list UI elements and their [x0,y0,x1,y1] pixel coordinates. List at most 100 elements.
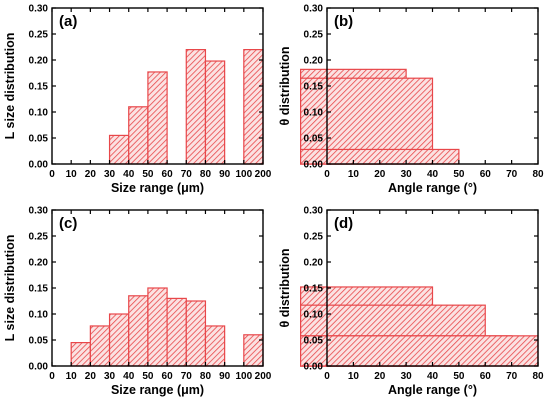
x-tick-label: 0 [49,169,55,180]
x-tick-label: 40 [427,169,439,180]
panel-label: (c) [59,215,77,232]
y-tick-label: 0.15 [29,284,49,295]
chart-panel: 0 10 20 30 40 50 60 70 80 90 100 200 0.00 0.05 0.10 0.1… [3,4,272,196]
y-tick-label: 0.20 [304,258,324,269]
x-tick-label: 70 [506,371,518,382]
chart-panel: 0 10 20 30 40 50 60 70 80 0.00 0.05 0.10 0.15 0.20 0.2… [278,206,544,398]
y-tick-label: 0.00 [29,362,49,373]
x-tick-label: 40 [123,169,135,180]
y-axis-title: θ distribution [278,47,292,126]
bar [243,48,264,165]
x-tick-label: 10 [66,371,78,382]
x-tick-label: 50 [142,371,154,382]
y-tick-label: 0.30 [304,206,324,217]
y-tick-label: 0.10 [304,310,324,321]
x-tick-label: 80 [200,169,212,180]
x-tick-label: 70 [181,169,193,180]
x-tick-label: 50 [453,371,465,382]
y-tick-label: 0.10 [29,310,49,321]
panel-label: (b) [334,13,353,30]
x-tick-label: 100 [235,169,252,180]
x-tick-label: 30 [401,371,413,382]
x-tick-label: 0 [49,371,55,382]
bar [108,313,130,367]
bar [166,297,187,367]
x-tick-label: 20 [374,371,386,382]
x-tick-label: 60 [480,169,492,180]
x-tick-label: 70 [181,371,193,382]
x-tick-label: 40 [123,371,135,382]
x-tick-label: 90 [219,371,231,382]
y-tick-label: 0.25 [29,30,49,41]
bar [89,325,111,367]
y-tick-label: 0.30 [304,4,324,15]
y-tick-label: 0.00 [304,362,324,373]
x-tick-label: 10 [348,169,360,180]
x-tick-label: 80 [200,371,212,382]
x-tick-label: 70 [506,169,518,180]
x-tick-label: 90 [219,169,231,180]
y-tick-label: 0.20 [29,258,49,269]
y-axis-title: L size distribution [3,235,17,342]
bar [147,287,168,367]
x-tick-label: 30 [104,169,116,180]
x-tick-label: 20 [374,169,386,180]
bar [70,342,91,367]
y-tick-label: 0.15 [304,82,324,93]
y-axis-title: L size distribution [3,33,17,140]
y-tick-label: 0.30 [29,206,49,217]
y-tick-label: 0.05 [29,134,49,145]
x-tick-label: 50 [142,169,154,180]
chart-panel: 0 10 20 30 40 50 60 70 80 90 100 200 0.00 0.05 0.10 0.1… [3,206,272,398]
x-tick-label: 60 [480,371,492,382]
y-tick-label: 0.15 [29,82,49,93]
y-tick-label: 0.25 [304,30,324,41]
x-tick-label: 20 [85,169,97,180]
x-axis-title: Size range (μm) [111,383,204,397]
bar [128,106,149,165]
x-tick-label: 0 [324,371,330,382]
x-tick-label: 60 [162,371,174,382]
x-tick-label: 80 [532,169,544,180]
y-tick-label: 0.00 [304,160,324,171]
x-tick-label: 50 [453,169,465,180]
y-tick-label: 0.05 [304,336,324,347]
panel-label: (a) [59,13,77,30]
y-tick-label: 0.10 [304,108,324,119]
bar [204,60,226,165]
y-axis-title: θ distribution [278,249,292,328]
y-tick-label: 0.25 [29,232,49,243]
bar [185,48,207,165]
x-tick-label: 30 [401,169,413,180]
x-tick-label: 20 [85,371,97,382]
y-tick-label: 0.05 [304,134,324,145]
x-axis-title: Size range (μm) [111,181,204,195]
x-tick-label: 10 [348,371,360,382]
x-tick-label: 40 [427,371,439,382]
x-tick-label: 80 [532,371,544,382]
x-tick-label: 10 [66,169,78,180]
x-tick-label: 0 [324,169,330,180]
x-axis-title: Angle range (°) [388,181,477,195]
x-tick-label: 60 [162,169,174,180]
y-tick-label: 0.05 [29,336,49,347]
y-tick-label: 0.25 [304,232,324,243]
y-tick-label: 0.20 [29,56,49,67]
bar [185,300,207,367]
x-tick-label: 100 [235,371,252,382]
y-tick-label: 0.00 [29,160,49,171]
chart-panel: 0 10 20 30 40 50 60 70 80 0.00 0.05 0.10 0.15 0.20 0.2… [278,4,544,196]
x-tick-label: 200 [255,169,272,180]
bar [128,295,149,367]
x-axis-title: Angle range (°) [388,383,477,397]
y-tick-label: 0.30 [29,4,49,15]
bar [147,71,168,165]
x-tick-label: 30 [104,371,116,382]
bar [300,335,539,367]
bar [204,325,226,367]
panel-label: (d) [334,215,353,232]
bar [108,134,130,165]
y-tick-label: 0.15 [304,284,324,295]
